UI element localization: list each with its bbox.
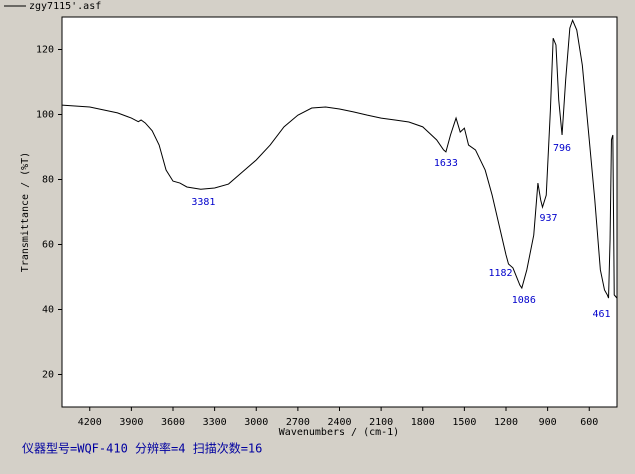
peak-label: 1182 <box>488 268 512 279</box>
plot-area <box>61 16 618 408</box>
x-tick-label: 2700 <box>286 417 310 428</box>
x-tick-label: 3000 <box>244 417 268 428</box>
x-tick-label: 2400 <box>327 417 351 428</box>
peak-label: 1086 <box>512 295 536 306</box>
x-tick-label: 3900 <box>119 417 143 428</box>
x-tick-label: 4200 <box>78 417 102 428</box>
x-tick-label: 1500 <box>452 417 476 428</box>
footer-note: 仪器型号=WQF-410 分辨率=4 扫描次数=16 <box>22 441 262 456</box>
peak-label: 1633 <box>434 158 458 169</box>
peak-label: 796 <box>553 143 571 154</box>
y-tick-label: 120 <box>36 45 54 56</box>
peak-label: 3381 <box>191 197 215 208</box>
x-tick-label: 2100 <box>369 417 393 428</box>
peak-label: 461 <box>593 309 611 320</box>
x-tick-label: 3600 <box>161 417 185 428</box>
x-tick-label: 600 <box>580 417 598 428</box>
y-axis-label: Transmittance / (%T) <box>20 152 31 272</box>
y-tick-label: 20 <box>42 370 54 381</box>
y-tick-label: 80 <box>42 175 54 186</box>
y-tick-label: 40 <box>42 305 54 316</box>
x-tick-label: 1200 <box>494 417 518 428</box>
y-tick-label: 100 <box>36 110 54 121</box>
x-tick-label: 900 <box>539 417 557 428</box>
x-tick-label: 3300 <box>203 417 227 428</box>
spectrum-line <box>61 18 618 299</box>
peak-label: 937 <box>539 213 557 224</box>
y-tick-label: 60 <box>42 240 54 251</box>
legend-label: zgy7115'.asf <box>29 1 101 12</box>
x-tick-label: 1800 <box>411 417 435 428</box>
x-axis-label: Wavenumbers / (cm-1) <box>279 427 399 438</box>
